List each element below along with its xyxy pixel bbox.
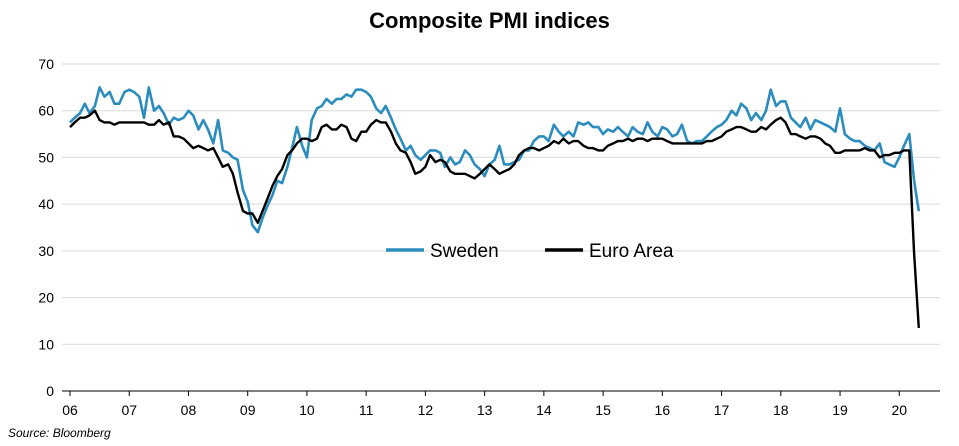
x-tick-label: 19 xyxy=(832,402,848,418)
x-tick-label: 11 xyxy=(359,402,374,418)
x-tick-label: 07 xyxy=(121,402,137,418)
x-tick-label: 16 xyxy=(655,402,671,418)
gridlines xyxy=(62,63,940,345)
y-tick-label: 70 xyxy=(38,56,54,72)
x-tick-label: 12 xyxy=(418,402,434,418)
legend-label-euro-area: Euro Area xyxy=(589,241,674,262)
x-tick-label: 20 xyxy=(891,402,907,418)
x-tick-label: 13 xyxy=(477,402,493,418)
legend-label-sweden: Sweden xyxy=(430,241,499,262)
x-tick-label: 10 xyxy=(299,402,315,418)
chart-title: Composite PMI indices xyxy=(369,8,610,33)
y-tick-label: 30 xyxy=(38,243,54,259)
series-lines xyxy=(69,86,921,328)
y-tick-label: 10 xyxy=(38,336,54,352)
y-tick-label: 20 xyxy=(38,290,54,306)
source-note: Source: Bloomberg xyxy=(8,426,111,440)
series-line-sweden xyxy=(69,86,921,234)
x-tick-label: 08 xyxy=(181,402,197,418)
series-line-euro-area xyxy=(69,109,920,328)
x-tick-label: 14 xyxy=(536,402,552,418)
x-tick-label: 09 xyxy=(240,402,256,418)
axes: 0 10 20 30 40 50 60 70 06 07 08 09 10 11 12 13 14 15 16 17 1… xyxy=(38,56,940,418)
x-tick-label: 18 xyxy=(773,402,789,418)
x-tick-label: 15 xyxy=(595,402,611,418)
legend: Sweden Euro Area xyxy=(386,241,674,262)
x-tick-label: 06 xyxy=(62,402,78,418)
y-tick-label: 50 xyxy=(38,149,54,165)
y-tick-label: 40 xyxy=(38,196,54,212)
y-tick-label: 0 xyxy=(46,383,54,399)
y-tick-label: 60 xyxy=(38,103,54,119)
x-tick-label: 17 xyxy=(714,402,730,418)
